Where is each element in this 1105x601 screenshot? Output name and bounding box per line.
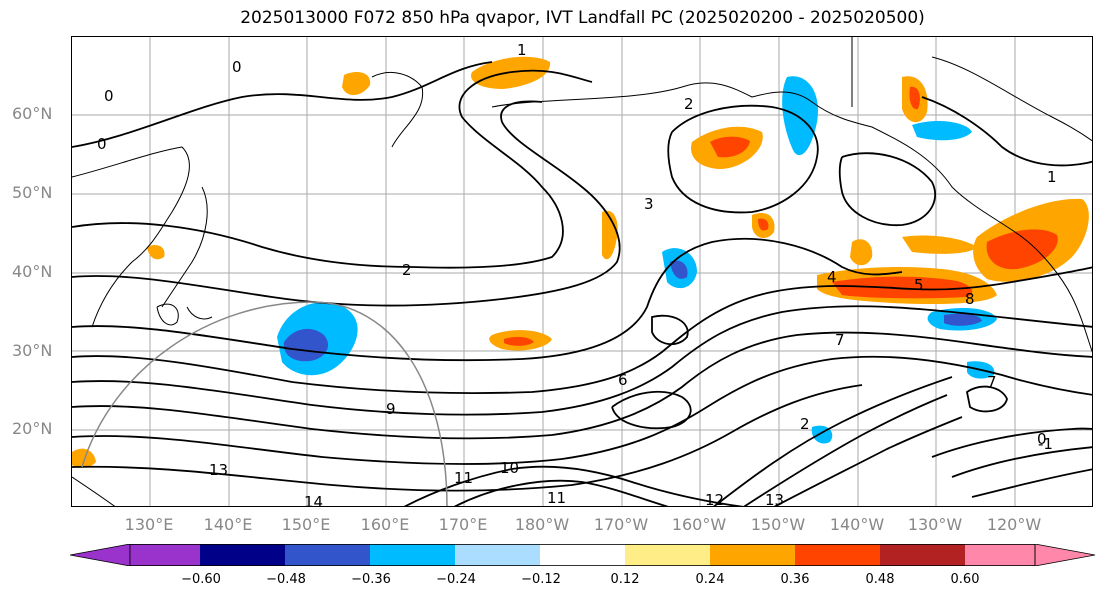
contour-label: 6 bbox=[618, 371, 628, 389]
lon-label-120w: 120°W bbox=[986, 515, 1042, 534]
lon-label-170e: 170°E bbox=[438, 515, 488, 534]
colorbar-bin bbox=[130, 544, 200, 566]
shaded-regions bbox=[72, 56, 1089, 468]
lon-label-160e: 160°E bbox=[360, 515, 410, 534]
contour-label: 1 bbox=[1047, 168, 1057, 186]
contour-label-group: 0 0 0 1 2 2 3 4 5 8 7 9 10 11 11 13 14 1… bbox=[97, 41, 1057, 507]
colorbar-tick: 0.48 bbox=[865, 572, 895, 587]
colorbar-tick: 0.36 bbox=[780, 572, 810, 587]
colorbar-tick: −0.60 bbox=[181, 572, 221, 587]
contour-label: 3 bbox=[644, 195, 654, 213]
colorbar-bin bbox=[285, 544, 370, 566]
contour-label: 11 bbox=[547, 489, 566, 507]
lat-label-50n: 50°N bbox=[12, 183, 53, 202]
lon-label-180w: 180°W bbox=[514, 515, 570, 534]
coastlines bbox=[72, 37, 1092, 506]
contour-label: 13 bbox=[209, 461, 228, 479]
contour-label: 5 bbox=[914, 276, 924, 294]
contour-label: 9 bbox=[386, 400, 396, 418]
lon-label-150w: 150°W bbox=[750, 515, 806, 534]
lon-label-140w: 140°W bbox=[829, 515, 885, 534]
lat-label-60n: 60°N bbox=[12, 104, 53, 123]
colorbar-tick: −0.24 bbox=[436, 572, 476, 587]
colorbar-bin bbox=[710, 544, 795, 566]
colorbar-tick: 0.24 bbox=[695, 572, 725, 587]
contour-label: 0 bbox=[232, 58, 242, 76]
contour-label: 7 bbox=[835, 331, 845, 349]
lon-label-130e: 130°E bbox=[124, 515, 174, 534]
map-panel: 0 0 0 1 2 2 3 4 5 8 7 9 10 11 11 13 14 1… bbox=[71, 36, 1093, 507]
lat-label-30n: 30°N bbox=[12, 341, 53, 360]
colorbar-tick: 0.60 bbox=[950, 572, 980, 587]
map-title: 2025013000 F072 850 hPa qvapor, IVT Land… bbox=[240, 8, 925, 28]
contour-label: 12 bbox=[705, 491, 724, 507]
colorbar-bin bbox=[200, 544, 285, 566]
contour-label: 0 bbox=[1037, 430, 1047, 448]
lat-label-40n: 40°N bbox=[12, 262, 53, 281]
contour-label: 13 bbox=[765, 491, 784, 507]
contour-label: 0 bbox=[104, 87, 114, 105]
colorbar-bin bbox=[880, 544, 965, 566]
lon-label-150e: 150°E bbox=[281, 515, 331, 534]
colorbar-bin bbox=[455, 544, 540, 566]
lon-label-170w: 170°W bbox=[593, 515, 649, 534]
lon-label-140e: 140°E bbox=[203, 515, 253, 534]
blue-anomaly-alaska bbox=[782, 76, 818, 156]
colorbar-bin bbox=[370, 544, 455, 566]
lon-label-130w: 130°W bbox=[907, 515, 963, 534]
contour-label: -1 bbox=[1038, 435, 1053, 453]
colorbar-bin bbox=[965, 544, 1035, 566]
contour-label: 1 bbox=[517, 41, 527, 59]
contour-label: 4 bbox=[827, 268, 837, 286]
lat-label-20n: 20°N bbox=[12, 419, 53, 438]
colorbar-tick: 0.12 bbox=[610, 572, 640, 587]
contour-label: 2 bbox=[800, 415, 810, 433]
colorbar-bin bbox=[625, 544, 710, 566]
contour-label: 11 bbox=[454, 469, 473, 487]
colorbar-tick: −0.12 bbox=[521, 572, 561, 587]
colorbar bbox=[70, 544, 1096, 566]
contour-label: 7 bbox=[987, 373, 997, 391]
colorbar-tick: −0.36 bbox=[351, 572, 391, 587]
colorbar-extend-low bbox=[70, 544, 131, 566]
contour-lines bbox=[72, 61, 1092, 506]
distance-arc bbox=[81, 301, 448, 506]
contour-label: 2 bbox=[402, 261, 412, 279]
contour-label: 10 bbox=[500, 459, 519, 477]
colorbar-tick: −0.48 bbox=[266, 572, 306, 587]
contour-label: 8 bbox=[965, 290, 975, 308]
contour-label: 14 bbox=[304, 493, 323, 507]
contour-label: 0 bbox=[97, 135, 107, 153]
map-canvas: 0 0 0 1 2 2 3 4 5 8 7 9 10 11 11 13 14 1… bbox=[72, 37, 1092, 507]
colorbar-bin bbox=[795, 544, 880, 566]
colorbar-bin bbox=[540, 544, 625, 566]
contour-label: 2 bbox=[684, 95, 694, 113]
colorbar-extend-high bbox=[1034, 544, 1096, 566]
lon-label-160w: 160°W bbox=[671, 515, 727, 534]
